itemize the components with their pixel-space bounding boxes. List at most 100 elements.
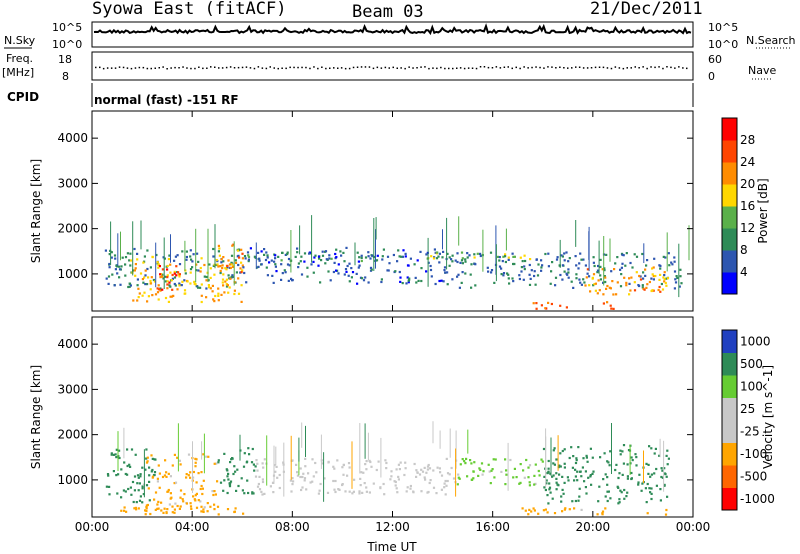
data-cell <box>658 285 661 289</box>
data-cell <box>653 257 656 260</box>
freq-point <box>547 66 549 68</box>
data-cell <box>533 509 536 512</box>
data-cell <box>616 256 619 259</box>
data-cell <box>231 457 234 460</box>
nsky-tick-bottom: 10^0 <box>52 38 82 51</box>
data-cell <box>567 260 570 263</box>
data-cell <box>655 467 658 471</box>
freq-point <box>563 67 565 69</box>
data-cell <box>461 458 464 461</box>
data-cell <box>435 492 438 495</box>
data-cell <box>498 256 501 259</box>
data-cell <box>108 266 111 269</box>
data-cell <box>618 472 621 475</box>
data-cell <box>118 449 121 452</box>
nave-label: Nave <box>748 64 776 77</box>
data-cell <box>344 490 347 493</box>
data-cell <box>111 273 114 276</box>
freq-unit-label: [MHz] <box>2 66 34 79</box>
data-cell <box>610 307 613 310</box>
freq-point <box>174 66 176 69</box>
velocity-colorbar-segment <box>722 420 737 443</box>
data-cell <box>444 479 447 483</box>
freq-point <box>126 67 129 69</box>
data-cell <box>337 488 340 491</box>
data-cell <box>300 488 303 492</box>
data-cell <box>255 459 258 462</box>
data-cell <box>659 290 662 293</box>
power-colorbar-tick: 28 <box>740 133 755 147</box>
data-cell <box>646 283 649 286</box>
data-cell <box>363 482 366 485</box>
data-cell <box>519 481 522 484</box>
data-cell <box>306 266 309 269</box>
data-cell <box>375 259 379 262</box>
data-cell <box>540 266 543 269</box>
freq-point <box>285 67 287 70</box>
velocity-colorbar-segment <box>722 442 737 466</box>
data-cell <box>312 271 315 274</box>
data-cell <box>665 454 668 457</box>
data-cell <box>358 256 361 259</box>
data-cell <box>234 259 237 262</box>
data-cell <box>565 251 568 254</box>
data-cell <box>644 268 647 271</box>
data-cell <box>535 307 538 310</box>
data-cell <box>381 255 384 258</box>
data-cell <box>445 484 448 487</box>
power-colorbar-segment <box>722 162 737 185</box>
freq-point <box>602 66 605 69</box>
data-cell <box>145 457 148 460</box>
data-cell <box>296 474 299 477</box>
freq-point <box>610 67 613 70</box>
data-cell <box>555 472 558 475</box>
data-cell <box>314 254 317 257</box>
data-cell <box>327 460 330 463</box>
data-cell <box>550 302 553 306</box>
data-cell <box>234 261 238 264</box>
data-cell <box>274 257 277 260</box>
data-cell <box>621 262 624 265</box>
data-cell <box>148 466 151 469</box>
cpid-mode: normal (fast) -151 RF <box>94 93 239 107</box>
data-cell <box>420 468 423 471</box>
data-cell <box>257 482 260 486</box>
data-cell <box>628 293 631 296</box>
data-cell <box>376 254 379 257</box>
data-cell <box>620 266 623 269</box>
data-cell <box>409 487 412 490</box>
data-cell <box>231 244 234 247</box>
data-cell <box>403 473 406 477</box>
data-cell <box>619 268 622 271</box>
data-cell <box>292 480 295 483</box>
data-cell <box>161 275 164 278</box>
data-cell <box>658 454 661 457</box>
freq-point <box>404 67 406 70</box>
freq-point <box>467 67 470 69</box>
freq-point <box>463 67 466 70</box>
data-cell <box>246 251 250 254</box>
freq-point <box>559 66 561 68</box>
data-cell <box>398 270 401 274</box>
data-cell <box>286 253 289 256</box>
data-cell <box>464 258 467 261</box>
data-cell <box>247 260 250 263</box>
data-cell <box>348 466 351 469</box>
data-cell <box>145 509 148 513</box>
data-cell <box>613 268 616 271</box>
data-cell <box>221 264 224 267</box>
data-cell <box>172 294 175 297</box>
data-cell <box>567 479 570 482</box>
data-cell <box>161 268 164 271</box>
data-cell <box>170 279 173 282</box>
data-cell <box>473 461 476 464</box>
data-cell <box>149 512 152 516</box>
data-cell <box>252 463 255 466</box>
freq-point <box>614 66 617 68</box>
freq-point <box>329 67 331 69</box>
data-cell <box>310 263 313 266</box>
data-cell <box>579 252 582 255</box>
data-cell <box>406 276 409 279</box>
power-x-axis <box>91 111 694 311</box>
